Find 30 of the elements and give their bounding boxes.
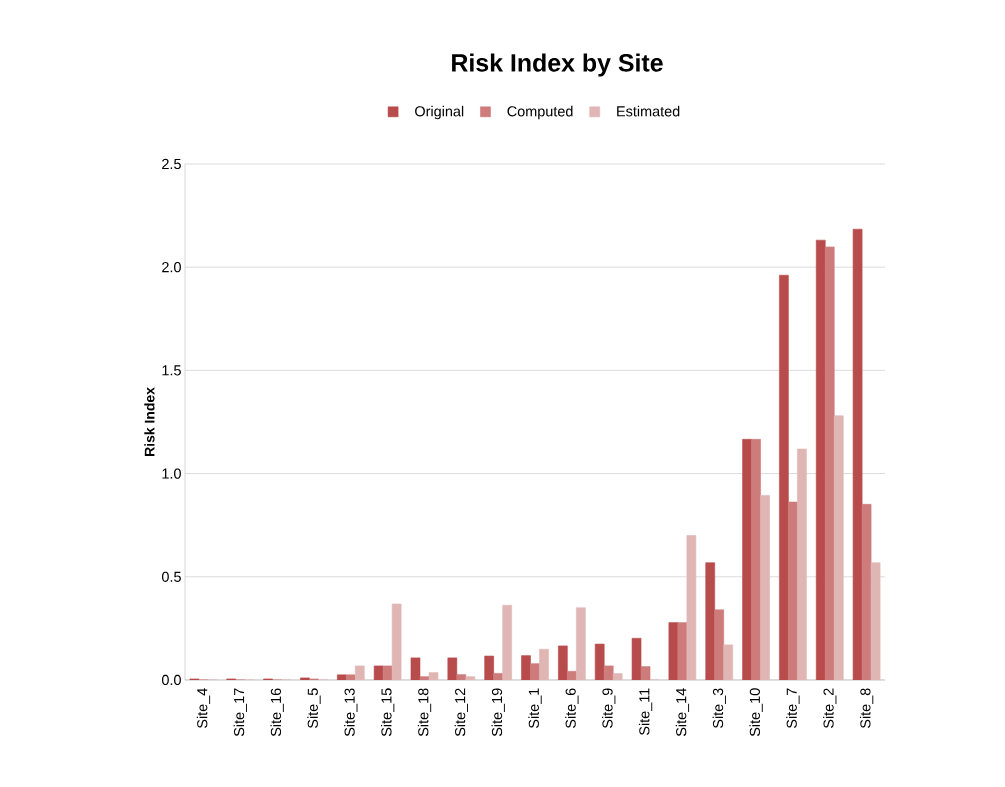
y-tick-label: 0.0 [161, 674, 181, 686]
x-tick-label: Site_4 [196, 688, 211, 729]
chart-title: Risk Index by Site [452, 53, 663, 77]
y-tick-label: 1.5 [162, 365, 181, 376]
x-tick-label: Site_10 [749, 688, 763, 737]
x-tick-label: Site_5 [307, 688, 321, 729]
x-tick-label: Site_2 [823, 688, 837, 729]
x-tick-label: Site_11 [638, 688, 653, 736]
legend-label: Original [415, 105, 464, 120]
x-tick-label: Site_15 [380, 688, 395, 737]
x-tick-label: Site_8 [859, 688, 874, 729]
x-tick-label: Site_9 [602, 688, 616, 729]
x-tick-label: Site_16 [270, 688, 284, 737]
x-tick-label: Site_7 [786, 688, 800, 729]
y-tick-label: 2.0 [162, 262, 181, 273]
x-tick-label: Site_18 [417, 688, 432, 737]
x-tick-label: Site_1 [528, 688, 542, 729]
legend-label: Computed [507, 105, 573, 120]
x-tick-label: Site_13 [344, 688, 358, 737]
y-tick-label: 1.0 [162, 468, 181, 479]
legend-label: Estimated [617, 105, 680, 117]
y-tick-label: 0.5 [161, 571, 181, 582]
x-tick-label: Site_12 [454, 688, 468, 737]
y-tick-label: 2.5 [162, 158, 181, 170]
x-tick-label: Site_3 [712, 688, 726, 729]
x-tick-label: Site_6 [565, 688, 579, 729]
y-axis-title: Risk Index [144, 387, 155, 456]
x-tick-label: Site_19 [491, 688, 505, 737]
x-tick-label: Site_14 [675, 688, 690, 737]
x-tick-label: Site_17 [233, 688, 247, 737]
